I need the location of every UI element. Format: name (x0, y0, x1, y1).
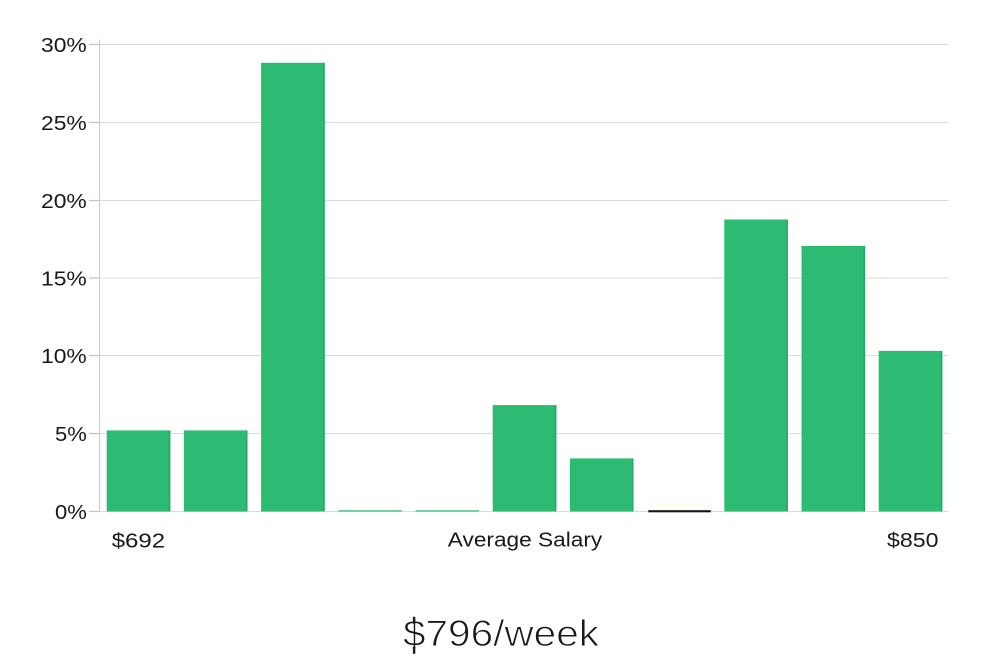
svg-text:30%: 30% (41, 34, 87, 56)
svg-text:$850: $850 (887, 529, 938, 552)
svg-text:$692: $692 (112, 529, 165, 552)
svg-text:15%: 15% (41, 268, 87, 290)
svg-text:25%: 25% (41, 112, 87, 134)
svg-text:20%: 20% (41, 190, 87, 212)
svg-text:0%: 0% (55, 502, 87, 524)
svg-text:Average Salary: Average Salary (448, 528, 603, 552)
svg-text:$796/week: $796/week (403, 613, 600, 654)
svg-text:5%: 5% (55, 424, 87, 446)
svg-text:10%: 10% (41, 345, 87, 367)
